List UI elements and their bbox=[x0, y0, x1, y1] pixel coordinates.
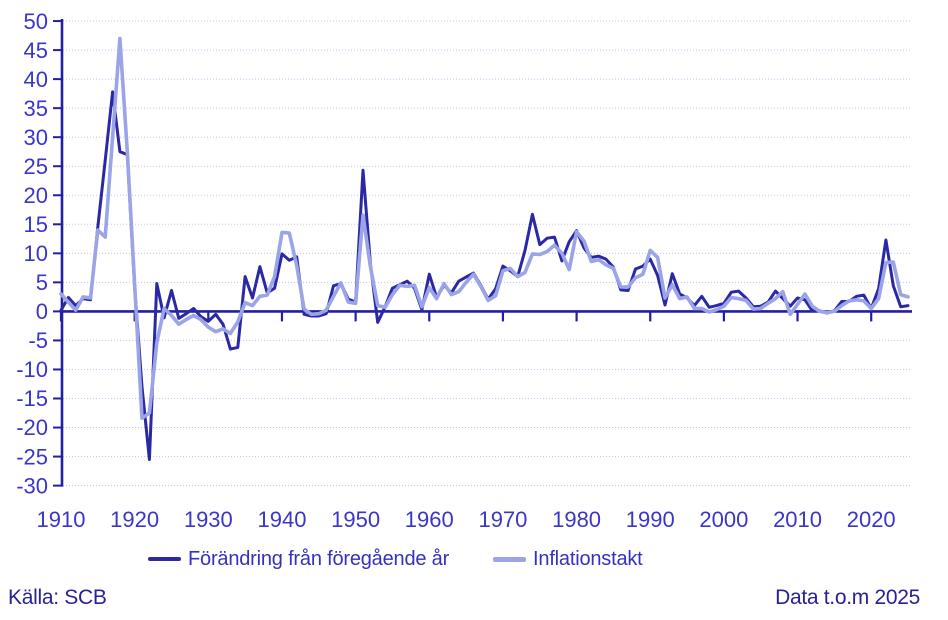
legend-swatch-forandring bbox=[148, 557, 181, 561]
y-tick-label: 10 bbox=[24, 241, 48, 266]
legend-label-forandring: Förändring från föregående år bbox=[188, 547, 450, 570]
x-tick-label: 2000 bbox=[699, 507, 748, 532]
x-tick-label: 1910 bbox=[37, 507, 86, 532]
y-tick-label: -10 bbox=[16, 357, 48, 382]
y-tick-label: 20 bbox=[24, 183, 48, 208]
y-tick-label: 40 bbox=[24, 67, 48, 92]
x-tick-label: 1960 bbox=[405, 507, 454, 532]
y-tick-label: -5 bbox=[28, 328, 48, 353]
x-tick-label: 1920 bbox=[110, 507, 159, 532]
source-note: Källa: SCB bbox=[8, 586, 107, 609]
legend-item-inflationstakt: Inflationstakt bbox=[493, 548, 643, 571]
x-tick-label: 1970 bbox=[478, 507, 527, 532]
coverage-note: Data t.o.m 2025 bbox=[775, 586, 920, 609]
line-chart: -30 -25 -20 -15 -10 -5 0 5 10 15 20 25 30 35 40 45 50 191… bbox=[16, 9, 912, 532]
legend-item-forandring: Förändring från föregående år bbox=[148, 548, 449, 571]
y-tick-label: 35 bbox=[24, 96, 48, 121]
x-tick-label: 1980 bbox=[552, 507, 601, 532]
legend-label-inflationstakt: Inflationstakt bbox=[533, 547, 643, 570]
y-tick-label: 0 bbox=[36, 299, 48, 324]
x-tick-label: 1950 bbox=[331, 507, 380, 532]
x-tick-label: 1930 bbox=[184, 507, 233, 532]
x-tick-label: 2020 bbox=[847, 507, 896, 532]
series-line-forandring bbox=[59, 90, 910, 461]
y-tick-label: -20 bbox=[16, 415, 48, 440]
x-tick-label: 2010 bbox=[773, 507, 822, 532]
x-tick-label: 1990 bbox=[626, 507, 675, 532]
y-tick-label: -30 bbox=[16, 473, 48, 498]
legend-swatch-inflationstakt bbox=[493, 556, 527, 562]
legend: Förändring från föregående år Inflations… bbox=[148, 546, 643, 572]
y-tick-label: -25 bbox=[16, 444, 48, 469]
y-tick-label: 30 bbox=[24, 125, 48, 150]
y-tick-label: -15 bbox=[16, 386, 48, 411]
y-tick-label: 25 bbox=[24, 154, 48, 179]
y-tick-label: 5 bbox=[36, 270, 48, 295]
y-tick-label: 45 bbox=[24, 38, 48, 63]
series-line-inflationstakt bbox=[59, 36, 910, 421]
y-tick-label: 50 bbox=[24, 9, 48, 34]
y-tick-label: 15 bbox=[24, 212, 48, 237]
x-tick-label: 1940 bbox=[257, 507, 306, 532]
